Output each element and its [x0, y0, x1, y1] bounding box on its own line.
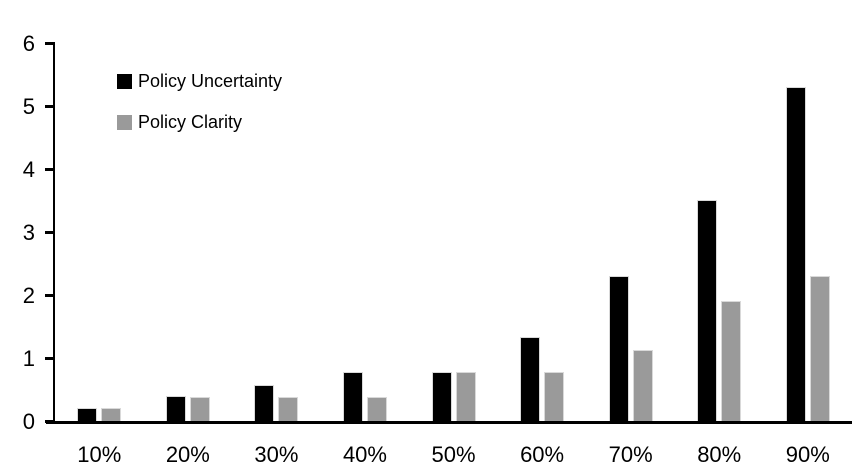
bar-policy-clarity-20% — [189, 397, 210, 421]
y-tick-mark-4 — [45, 167, 55, 171]
bar-group-90% — [764, 43, 852, 421]
x-tick-label-30%: 30% — [254, 442, 299, 467]
y-tick-label-6: 6 — [22, 31, 35, 56]
legend-label-policy-clarity: Policy Clarity — [138, 112, 243, 132]
y-tick-mark-3 — [45, 230, 55, 234]
bar-policy-clarity-50% — [455, 372, 476, 421]
bar-group-10% — [55, 43, 144, 421]
x-tick-label-90%: 90% — [785, 442, 830, 467]
y-tick-mark-0 — [45, 419, 55, 423]
bar-policy-uncertainty-80% — [697, 200, 718, 421]
bar-policy-clarity-30% — [278, 397, 299, 421]
legend-swatch-policy-clarity — [117, 114, 132, 130]
bar-policy-uncertainty-40% — [342, 372, 363, 421]
bar-group-40% — [321, 43, 410, 421]
x-axis-line — [46, 421, 852, 424]
y-tick-mark-2 — [45, 293, 55, 297]
bar-group-20% — [144, 43, 233, 421]
x-tick-label-80%: 80% — [697, 442, 742, 467]
y-tick-mark-1 — [45, 356, 55, 360]
x-tick-label-50%: 50% — [431, 442, 476, 467]
bar-group-50% — [409, 43, 498, 421]
plot-area: 0 1 2 3 4 5 6 10% 20% 30% 40% 50% 60% 70% 80% 90% Poli… — [23, 33, 852, 466]
bar-policy-clarity-70% — [632, 350, 653, 421]
x-axis-labels: 10% 20% 30% 40% 50% 60% 70% 80% 90% — [55, 444, 852, 466]
bar-policy-clarity-90% — [809, 276, 830, 421]
y-tick-label-4: 4 — [22, 157, 35, 182]
bar-policy-uncertainty-30% — [254, 385, 275, 421]
bar-policy-uncertainty-10% — [77, 408, 98, 421]
y-tick-mark-5 — [45, 104, 55, 108]
legend-label-policy-uncertainty: Policy Uncertainty — [138, 71, 283, 91]
bar-policy-clarity-40% — [366, 397, 387, 421]
bar-group-80% — [675, 43, 764, 421]
bar-group-60% — [498, 43, 587, 421]
legend-swatch-policy-uncertainty — [117, 73, 132, 89]
bar-policy-clarity-60% — [544, 372, 565, 421]
x-tick-label-70%: 70% — [608, 442, 653, 467]
legend-item-policy-clarity: Policy Clarity — [117, 113, 282, 131]
x-tick-label-20%: 20% — [165, 442, 210, 467]
x-tick-label-60%: 60% — [520, 442, 565, 467]
legend: Policy Uncertainty Policy Clarity — [117, 72, 282, 131]
x-tick-label-40%: 40% — [342, 442, 387, 467]
y-tick-label-5: 5 — [22, 94, 35, 119]
x-tick-label-10%: 10% — [77, 442, 122, 467]
y-tick-label-2: 2 — [22, 283, 35, 308]
bar-policy-uncertainty-60% — [520, 337, 541, 421]
y-tick-label-0: 0 — [22, 409, 35, 434]
bar-group-70% — [586, 43, 675, 421]
bar-groups — [55, 43, 852, 421]
bar-policy-uncertainty-90% — [785, 87, 806, 421]
bar-policy-uncertainty-20% — [165, 396, 186, 421]
bar-policy-uncertainty-70% — [608, 276, 629, 421]
bar-group-30% — [232, 43, 321, 421]
legend-item-policy-uncertainty: Policy Uncertainty — [117, 72, 282, 90]
bar-policy-clarity-10% — [101, 408, 122, 421]
y-tick-label-3: 3 — [22, 220, 35, 245]
bar-policy-uncertainty-50% — [431, 372, 452, 421]
y-tick-label-1: 1 — [22, 346, 35, 371]
y-tick-mark-6 — [45, 41, 55, 45]
bar-policy-clarity-80% — [721, 301, 742, 421]
